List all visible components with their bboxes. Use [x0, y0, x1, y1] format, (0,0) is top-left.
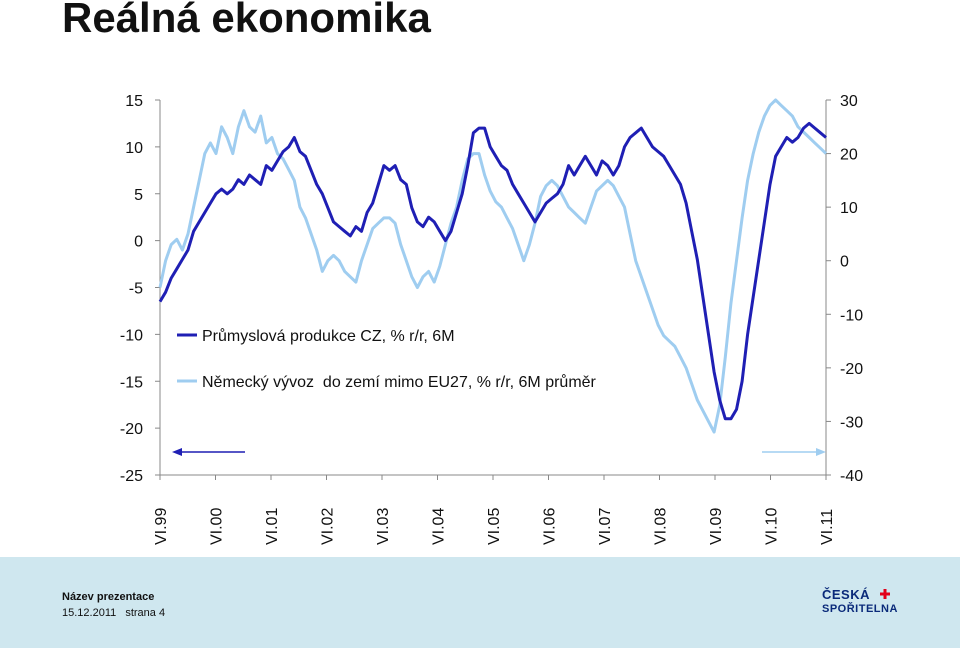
presentation-meta: 15.12.2011 strana 4: [62, 607, 165, 619]
x-tick-label: VI.01: [264, 508, 281, 545]
x-tick-label: VI.02: [320, 508, 337, 545]
right-tick-label: 10: [840, 200, 858, 217]
left-tick-label: 0: [134, 234, 143, 251]
x-tick-label: VI.09: [708, 508, 725, 545]
x-tick-label: VI.10: [764, 508, 781, 545]
right-axis-arrow-icon: [816, 448, 826, 456]
footer-bar: [0, 557, 960, 648]
bank-logo-mark-icon: [880, 589, 890, 599]
slide-title: Reálná ekonomika: [62, 0, 431, 41]
x-tick-label: VI.06: [542, 508, 559, 545]
right-tick-label: -10: [840, 307, 863, 324]
right-axis-ticks: 30 20 10 0 -10 -20 -30 -40: [826, 93, 863, 485]
presentation-name: Název prezentace: [62, 591, 155, 603]
legend-label-0: Průmyslová produkce CZ, % r/r, 6M: [202, 327, 455, 345]
left-tick-label: 15: [125, 93, 143, 110]
x-tick-label: VI.04: [431, 508, 448, 545]
chart-series: [158, 98, 828, 434]
left-tick-label: -10: [120, 327, 143, 344]
page-number: strana 4: [125, 607, 166, 619]
left-tick-label: 5: [134, 187, 143, 204]
left-tick-label: 10: [125, 140, 143, 157]
right-tick-label: 20: [840, 147, 858, 164]
x-tick-label: VI.07: [597, 508, 614, 545]
left-axis-arrow-icon: [172, 448, 182, 456]
bank-logo: ČESKÁ SPOŘITELNA: [822, 588, 902, 620]
right-tick-label: 30: [840, 93, 858, 110]
series-line-1: [158, 98, 828, 434]
right-tick-label: -30: [840, 414, 863, 431]
left-tick-label: -25: [120, 468, 143, 485]
presentation-date: 15.12.2011: [62, 607, 117, 619]
x-tick-label: VI.05: [486, 508, 503, 545]
right-tick-label: 0: [840, 254, 849, 271]
chart: 15 10 5 0 -5 -10 -15 -20 -25 30 20 10 0 -10 -20 -30 -40…: [120, 93, 863, 545]
right-tick-label: -40: [840, 468, 863, 485]
left-tick-label: -15: [120, 374, 143, 391]
x-tick-label: VI.03: [375, 508, 392, 545]
logo-line-1: ČESKÁ: [822, 587, 871, 602]
legend-label-1: Německý vývoz do zemí mimo EU27, % r/r, …: [202, 373, 597, 391]
chart-legend: Průmyslová produkce CZ, % r/r, 6M Německ…: [177, 327, 597, 391]
left-tick-label: -20: [120, 421, 143, 438]
right-tick-label: -20: [840, 361, 863, 378]
series-line-0: [158, 121, 827, 421]
x-tick-label: VI.08: [653, 508, 670, 545]
logo-line-2: SPOŘITELNA: [822, 603, 898, 615]
x-tick-label: VI.11: [819, 509, 836, 545]
x-tick-label: VI.00: [209, 508, 226, 545]
x-axis-ticks: VI.99 VI.00 VI.01 VI.02 VI.03 VI.04 VI.05 VI.06…: [153, 475, 836, 545]
left-axis-ticks: 15 10 5 0 -5 -10 -15 -20 -25: [120, 93, 160, 485]
x-tick-label: VI.99: [153, 508, 170, 545]
left-tick-label: -5: [129, 281, 143, 298]
